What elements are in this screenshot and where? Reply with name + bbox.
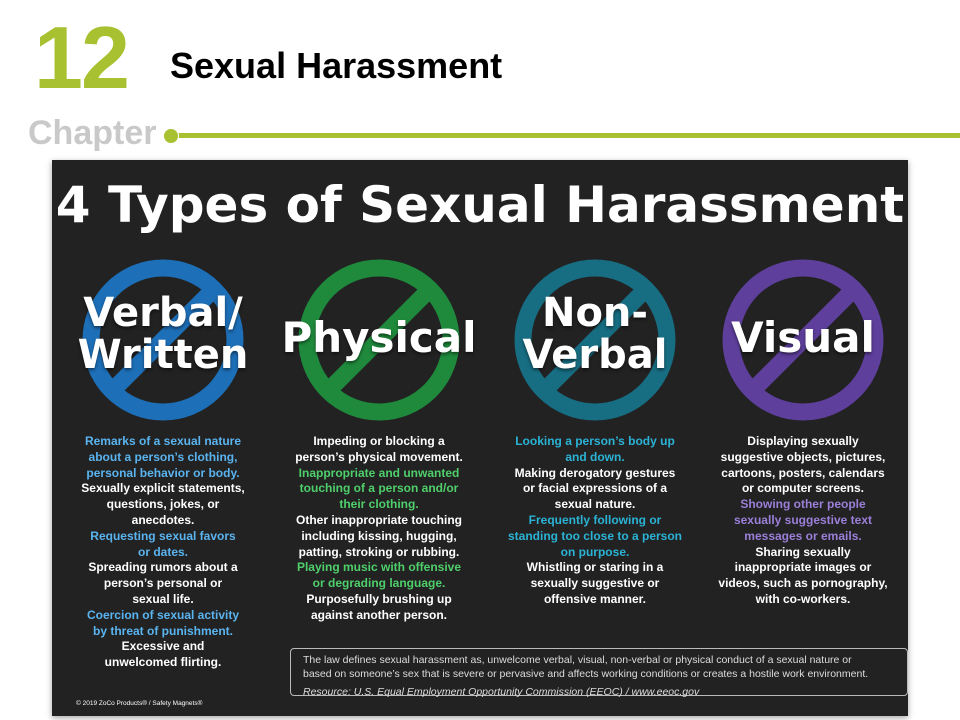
- description-line: Sexually explicit statements,: [81, 481, 245, 496]
- prohibition-ring: [722, 259, 884, 421]
- highlighted-description-line: Requesting sexual favors: [90, 528, 236, 543]
- description-line: suggestive objects, pictures,: [720, 449, 886, 464]
- highlighted-description-line: Looking a person’s body up: [515, 434, 675, 448]
- highlighted-description-line: their clothing.: [339, 497, 419, 512]
- eeoc-resource: Resource: U.S. Equal Employment Opportun…: [303, 686, 700, 698]
- chapter-label: Chapter: [28, 114, 157, 152]
- prohibition-slash: [745, 282, 861, 398]
- slide-title: Sexual Harassment: [170, 45, 503, 86]
- description-line: sexual life.: [132, 591, 194, 606]
- highlighted-description-line: Remarks of a sexual nature: [84, 434, 242, 448]
- prohibition-ring: [82, 259, 244, 421]
- no-symbol-non-verbal: Non- Verbal: [490, 254, 700, 426]
- type-column-verbal-written: Verbal/Written Remarks of a sexual nature…: [58, 254, 268, 671]
- highlighted-description-line: standing too close to a person: [507, 528, 683, 543]
- description-line: Excessive and: [121, 639, 205, 654]
- prohibition-slash: [321, 282, 437, 398]
- law-definition-line-1: The law defines sexual harassment as, un…: [303, 654, 852, 666]
- title-rule-dot: [163, 128, 179, 144]
- type-label-line: Verbal: [522, 332, 668, 378]
- type-label-line: Visual: [731, 313, 875, 362]
- description-line: sexual nature.: [554, 497, 636, 512]
- type-label-line: Physical: [281, 313, 477, 362]
- type-label-visual: Visual: [698, 313, 908, 362]
- no-symbol-verbal-written: Verbal/Written: [58, 254, 268, 426]
- prohibition-slash: [537, 282, 653, 398]
- type-label-verbal-written: Verbal/Written: [58, 292, 268, 376]
- description-line: patting, stroking or rubbing.: [298, 544, 460, 559]
- prohibition-icon: [298, 259, 460, 421]
- description-line: Making derogatory gestures: [514, 465, 676, 480]
- law-footer-box: The law defines sexual harassment as, un…: [290, 648, 908, 698]
- highlighted-description-line: Coercion of sexual activity: [86, 607, 240, 622]
- prohibition-slash: [105, 282, 221, 398]
- type-column-visual: Visual Displaying sexually suggestive obje…: [698, 254, 908, 608]
- description-line: Purposefully brushing up: [306, 591, 452, 606]
- copyright-notice: © 2019 ZoCo Products® / Safety Magnets®: [76, 700, 203, 707]
- description-line: Spreading rumors about a: [88, 560, 238, 575]
- highlighted-description-line: Frequently following or: [528, 512, 662, 527]
- description-line: Displaying sexually: [747, 434, 859, 448]
- description-line: anecdotes.: [131, 512, 195, 527]
- highlighted-description-line: or dates.: [137, 544, 188, 559]
- poster-title: 4 Types of Sexual Harassment: [55, 176, 905, 234]
- highlighted-description-line: Showing other people: [740, 497, 866, 512]
- type-description-verbal-written: Remarks of a sexual nature about a person…: [58, 434, 268, 671]
- highlighted-description-line: or degrading language.: [312, 576, 446, 591]
- prohibition-ring: [514, 259, 676, 421]
- no-symbol-physical: Physical: [274, 254, 484, 426]
- description-line: with co-workers.: [755, 591, 851, 606]
- prohibition-icon: [82, 259, 244, 421]
- prohibition-icon: [514, 259, 676, 421]
- highlighted-description-line: about a person’s clothing,: [88, 449, 238, 464]
- highlighted-description-line: touching of a person and/or: [299, 481, 459, 496]
- description-line: questions, jokes, or: [106, 497, 220, 512]
- description-line: offensive manner.: [543, 591, 647, 606]
- description-line: person’s physical movement.: [295, 449, 463, 464]
- prohibition-ring: [298, 259, 460, 421]
- law-definition-line-2: based on someone’s sex that is severe or…: [303, 668, 869, 680]
- description-line: unwelcomed flirting.: [104, 655, 222, 670]
- description-line: or facial expressions of a: [522, 481, 668, 496]
- type-description-non-verbal: Looking a person’s body up and down. Makin…: [490, 434, 700, 608]
- description-line: videos, such as pornography,: [718, 576, 888, 591]
- poster: 4 Types of Sexual Harassment Verbal/Writ…: [52, 160, 908, 716]
- description-line: Impeding or blocking a: [313, 434, 445, 448]
- highlighted-description-line: personal behavior or body.: [86, 465, 240, 480]
- type-label-non-verbal: Non- Verbal: [490, 292, 700, 376]
- highlighted-description-line: Playing music with offensive: [296, 560, 462, 575]
- type-label-line: Written: [77, 332, 249, 378]
- type-label-line: Non-: [541, 290, 649, 336]
- type-description-physical: Impeding or blocking a person’s physical …: [274, 434, 484, 624]
- description-line: inappropriate images or: [734, 560, 872, 575]
- description-line: Whistling or staring in a: [526, 560, 664, 575]
- highlighted-description-line: messages or emails.: [744, 528, 862, 543]
- type-label-line: Verbal/: [83, 290, 243, 336]
- title-rule: [170, 133, 960, 138]
- highlighted-description-line: sexually suggestive text: [733, 512, 873, 527]
- description-line: Sharing sexually: [755, 544, 851, 559]
- highlighted-description-line: and down.: [565, 449, 625, 464]
- chapter-number: 12: [34, 8, 130, 107]
- description-line: against another person.: [310, 607, 448, 622]
- description-line: including kissing, hugging,: [301, 528, 457, 543]
- description-line: or computer screens.: [741, 481, 865, 496]
- type-description-visual: Displaying sexually suggestive objects, p…: [698, 434, 908, 608]
- highlighted-description-line: by threat of punishment.: [92, 623, 233, 638]
- type-column-non-verbal: Non- Verbal Looking a person’s body up and …: [490, 254, 700, 608]
- type-label-physical: Physical: [274, 313, 484, 362]
- description-line: sexually suggestive or: [530, 576, 660, 591]
- highlighted-description-line: Inappropriate and unwanted: [298, 465, 460, 480]
- prohibition-icon: [722, 259, 884, 421]
- type-column-physical: Physical Impeding or blocking a person’s p…: [274, 254, 484, 624]
- no-symbol-visual: Visual: [698, 254, 908, 426]
- description-line: person’s personal or: [103, 576, 223, 591]
- highlighted-description-line: on purpose.: [560, 544, 630, 559]
- description-line: cartoons, posters, calendars: [721, 465, 885, 480]
- description-line: Other inappropriate touching: [295, 512, 462, 527]
